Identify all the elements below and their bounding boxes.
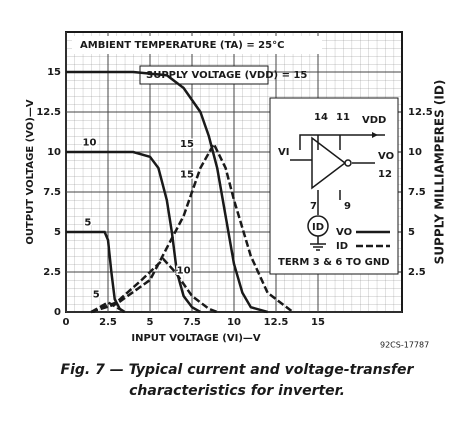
- y-axis-label: OUTPUT VOLTAGE (VO)—V: [25, 99, 36, 244]
- x-tick-label: 5: [147, 317, 154, 328]
- y2-axis-label: SUPPLY MILLIAMPERES (ID): [433, 80, 447, 265]
- vdd-label: VDD: [362, 115, 386, 126]
- schematic-lines: [290, 134, 385, 215]
- y-tick-label: 15: [47, 67, 61, 78]
- y2-tick-label: 5: [408, 227, 415, 238]
- y-tick-label: 0: [54, 307, 61, 318]
- x-tick-label: 10: [227, 317, 241, 328]
- voltage-curve: [66, 150, 202, 314]
- y-tick-label: 12.5: [36, 107, 61, 118]
- meter-label: ID: [312, 222, 324, 233]
- pin-label: 12: [378, 169, 392, 180]
- x-tick-label: 15: [311, 317, 325, 328]
- y-tick-label: 7.5: [43, 187, 61, 198]
- curve-label: 15: [180, 139, 194, 150]
- y2-tick-label: 2.5: [408, 267, 426, 278]
- ground: [310, 236, 326, 251]
- voltage-curve: [66, 70, 268, 314]
- title-box: [72, 36, 322, 54]
- x-tick-label: 0: [63, 317, 70, 328]
- curve-label: 5: [84, 217, 91, 228]
- vo-label: VO: [378, 151, 394, 162]
- x-tick-label: 12.5: [264, 317, 289, 328]
- current-curve: [90, 300, 126, 314]
- current-curve: [90, 257, 218, 314]
- y-tick-label: 10: [47, 147, 61, 158]
- caption-line: Fig. 7 — Typical current and voltage-tra…: [61, 362, 415, 378]
- y-tick-label: 5: [54, 227, 61, 238]
- inset-note: TERM 3 & 6 TO GND: [278, 257, 390, 268]
- legend-label: VO: [336, 227, 352, 238]
- pin-label: 9: [344, 201, 351, 212]
- curve-label: 10: [177, 265, 191, 276]
- current-curve: [90, 141, 294, 314]
- y2-tick-label: 12.5: [408, 107, 433, 118]
- chart-subtitle: SUPPLY VOLTAGE (VDD) = 15: [146, 70, 307, 81]
- caption-line: characteristics for inverter.: [129, 383, 345, 399]
- arrow: [372, 132, 378, 138]
- x-tick-label: 2.5: [99, 317, 117, 328]
- vi-label: VI: [278, 147, 289, 158]
- pin-label: 14: [314, 112, 328, 123]
- inset-schematic: 14 11 VDD VI VO 12 7 9 ID TERM 3 & 6 TO …: [269, 97, 399, 275]
- inverter-bubble: [344, 159, 352, 167]
- legend-label: ID: [336, 241, 348, 252]
- inset-box: [269, 97, 399, 275]
- curve-label: 15: [180, 169, 194, 180]
- pin-label: 7: [310, 201, 317, 212]
- curve-label: 5: [93, 289, 100, 300]
- x-axis-label: INPUT VOLTAGE (VI)—V: [131, 333, 261, 344]
- chart-title: AMBIENT TEMPERATURE (TA) = 25°C: [80, 40, 284, 51]
- curve-label: 10: [83, 137, 97, 148]
- figure-code: 92CS-17787: [380, 341, 429, 350]
- y-tick-label: 2.5: [43, 267, 61, 278]
- y2-tick-label: 10: [408, 147, 422, 158]
- x-tick-label: 7.5: [183, 317, 201, 328]
- pin-label: 11: [336, 112, 350, 123]
- y2-tick-label: 7.5: [408, 187, 426, 198]
